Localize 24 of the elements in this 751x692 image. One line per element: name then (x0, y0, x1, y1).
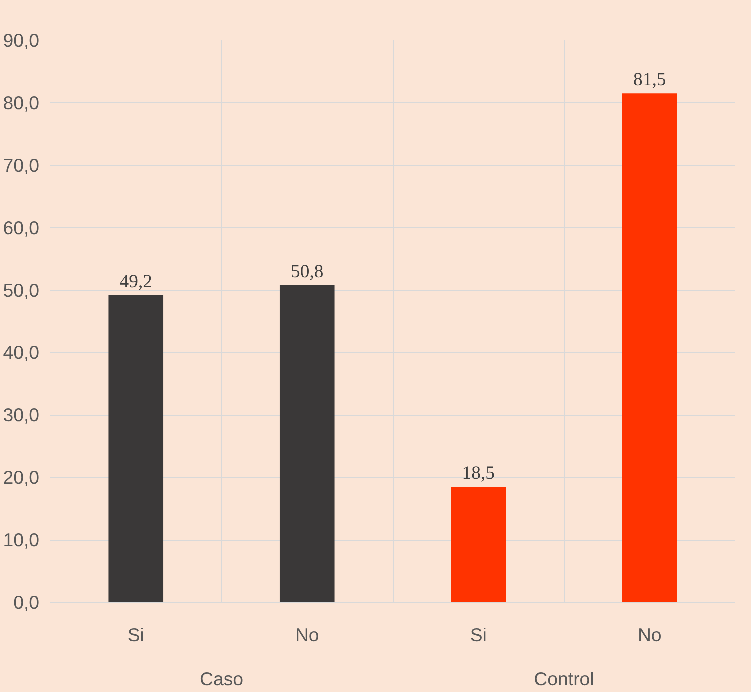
x-tick-label: No (295, 624, 320, 646)
x-tick-label: Si (128, 624, 144, 646)
text: Control (534, 668, 594, 690)
data-label: 49,2 (120, 271, 152, 292)
y-tick-label: 10,0 (3, 530, 40, 551)
y-tick-label: 80,0 (3, 92, 40, 114)
data-label: 18,5 (462, 462, 495, 484)
bar (108, 295, 164, 602)
bar (280, 285, 335, 602)
y-tick-label: 30,0 (3, 404, 40, 426)
bar (622, 94, 678, 602)
y-tick-label: 90,0 (3, 30, 40, 51)
data-label: 50,8 (291, 261, 324, 282)
y-tick-label: 20,0 (3, 467, 40, 488)
y-tick-label: 0,0 (14, 592, 40, 613)
text: Caso (200, 668, 244, 690)
y-tick-label: 70,0 (3, 154, 40, 176)
x-tick-label: No (638, 624, 662, 646)
y-tick-label: 60,0 (3, 217, 40, 238)
y-tick-label: 40,0 (3, 342, 40, 364)
x-tick-label: Si (470, 624, 487, 646)
bar (451, 486, 506, 602)
y-tick-label: 50,0 (3, 280, 40, 301)
data-label: 81,5 (634, 70, 666, 91)
